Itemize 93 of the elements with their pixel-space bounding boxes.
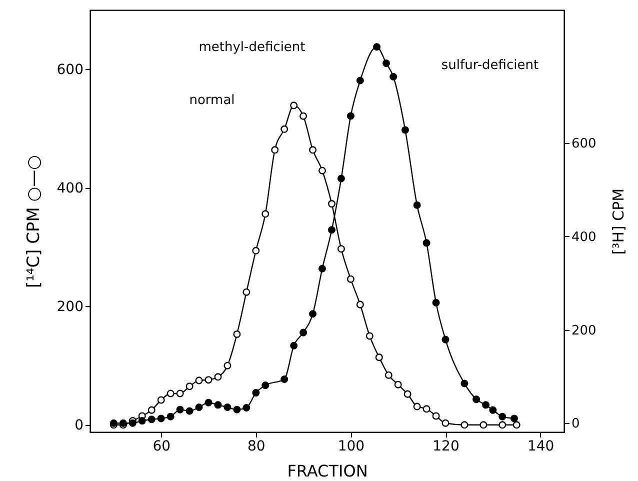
point (413, 201, 421, 209)
point (252, 246, 260, 254)
point (432, 298, 440, 306)
point (337, 245, 345, 253)
point (157, 396, 165, 404)
point (186, 407, 194, 415)
point (318, 264, 326, 272)
point (280, 125, 288, 133)
point (252, 389, 260, 397)
point (337, 174, 345, 182)
point (394, 380, 402, 388)
point (186, 382, 194, 390)
point (176, 406, 184, 414)
point (204, 398, 212, 406)
y2-tick-label: 200 (572, 323, 596, 338)
y-tick-label: 200 (56, 298, 84, 315)
point (375, 354, 383, 362)
point (480, 421, 488, 429)
point (498, 421, 506, 429)
y2-axis-title: [³H] CPM (610, 188, 628, 255)
point (195, 404, 203, 412)
x-tick-label: 80 (247, 438, 266, 454)
point (271, 146, 279, 154)
point (498, 412, 506, 420)
point (404, 390, 412, 398)
point (489, 406, 497, 414)
point (422, 239, 430, 247)
annotation: methyl-deficient (198, 40, 306, 55)
point (346, 112, 354, 120)
point (356, 76, 364, 84)
point (148, 416, 156, 424)
point (204, 376, 212, 384)
x-tick-label: 100 (338, 438, 365, 454)
point (356, 300, 364, 308)
point (382, 59, 390, 67)
point (242, 404, 250, 412)
point (300, 112, 308, 120)
point (214, 373, 222, 381)
y-tick-label: 400 (56, 180, 84, 196)
point (390, 73, 398, 81)
point (214, 401, 222, 409)
point (280, 375, 288, 384)
y-tick-label: 600 (56, 62, 84, 78)
point (262, 210, 270, 218)
point (472, 396, 480, 404)
point (512, 421, 520, 429)
point (401, 126, 409, 134)
point (413, 402, 421, 410)
y2-tick-label: 400 (572, 230, 596, 245)
point (166, 390, 174, 398)
point (309, 146, 317, 154)
point (148, 406, 156, 414)
point (318, 166, 326, 174)
point (460, 380, 468, 388)
point (290, 102, 298, 110)
x-tick-label: 140 (527, 438, 554, 454)
point (366, 332, 374, 340)
y2-tick-label: 0 (572, 416, 580, 432)
point (482, 401, 490, 409)
point (128, 419, 136, 427)
point (346, 275, 354, 283)
point (242, 288, 250, 296)
point (233, 406, 241, 414)
point (166, 412, 174, 420)
y-axis-title: [¹⁴C] CPM ○—○ (24, 154, 44, 288)
point (373, 43, 381, 51)
point (422, 405, 430, 413)
point (157, 414, 165, 422)
point (442, 419, 450, 427)
point (262, 382, 270, 390)
point (328, 200, 336, 208)
point (138, 417, 146, 425)
y2-tick-label: 600 (572, 136, 596, 152)
point (224, 362, 232, 370)
point (460, 421, 468, 429)
point (224, 404, 232, 412)
point (309, 310, 317, 318)
annotation: sulfur-deficient (441, 58, 539, 73)
point (384, 371, 392, 379)
point (176, 390, 184, 398)
point (510, 414, 518, 422)
x-tick-label: 120 (432, 438, 460, 454)
point (290, 342, 298, 350)
point (195, 376, 203, 384)
point (300, 328, 308, 336)
point (233, 330, 241, 338)
annotation: normal (189, 93, 235, 108)
point (432, 412, 440, 420)
point (442, 336, 450, 344)
x-axis-title: FRACTION (287, 462, 368, 480)
point (328, 226, 336, 234)
x-tick-label: 60 (152, 438, 171, 454)
y-tick-label: 0 (74, 417, 84, 434)
